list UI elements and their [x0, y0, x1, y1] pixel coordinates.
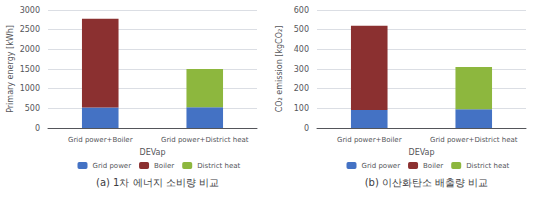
svg-text:100: 100	[294, 104, 309, 113]
svg-text:Grid power+Boiler: Grid power+Boiler	[337, 136, 402, 144]
svg-text:2500: 2500	[20, 25, 40, 34]
svg-text:200: 200	[294, 84, 309, 93]
svg-text:Boiler: Boiler	[423, 162, 443, 170]
svg-text:500: 500	[294, 25, 309, 34]
svg-text:0: 0	[304, 124, 309, 133]
svg-text:3000: 3000	[20, 6, 40, 15]
svg-text:Grid power+Boiler: Grid power+Boiler	[68, 136, 133, 144]
svg-text:DEVap: DEVap	[408, 148, 434, 157]
svg-text:400: 400	[294, 45, 309, 54]
svg-text:(a) 1차 에너지 소비량 비교: (a) 1차 에너지 소비량 비교	[96, 177, 219, 188]
svg-text:500: 500	[25, 104, 40, 113]
svg-text:CO₂ emission [kgCO₂]: CO₂ emission [kgCO₂]	[275, 26, 284, 113]
svg-text:600: 600	[294, 6, 309, 15]
svg-text:Grid power+District heat: Grid power+District heat	[430, 136, 518, 144]
svg-text:1500: 1500	[20, 65, 40, 74]
svg-text:District heat: District heat	[466, 162, 509, 170]
svg-text:1000: 1000	[20, 84, 40, 93]
svg-text:District heat: District heat	[197, 162, 240, 170]
svg-text:Grid power+District heat: Grid power+District heat	[161, 136, 249, 144]
svg-text:2000: 2000	[20, 45, 40, 54]
svg-text:DEVap: DEVap	[139, 148, 165, 157]
svg-text:Grid power: Grid power	[362, 162, 401, 170]
svg-text:300: 300	[294, 65, 309, 74]
svg-text:(b) 이산화탄소 배출량 비교: (b) 이산화탄소 배출량 비교	[365, 177, 489, 188]
svg-text:Grid power: Grid power	[93, 162, 132, 170]
svg-text:Boiler: Boiler	[154, 162, 174, 170]
svg-text:Primary energy [kWh]: Primary energy [kWh]	[6, 25, 15, 113]
svg-text:0: 0	[35, 124, 40, 133]
